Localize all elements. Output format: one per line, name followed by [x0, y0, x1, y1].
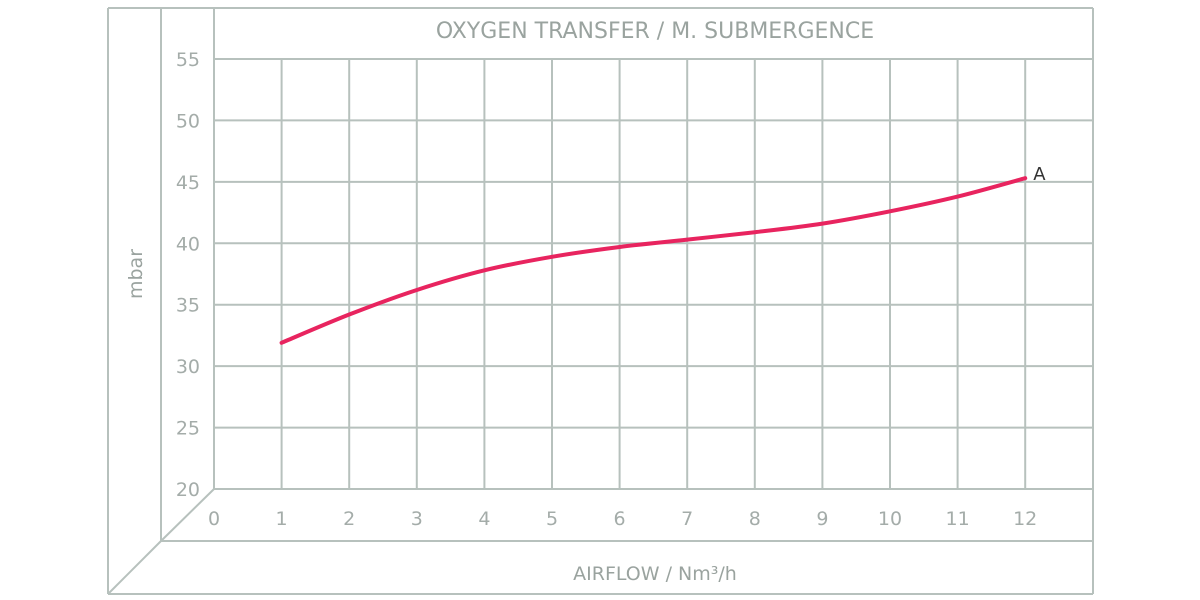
- svg-text:35: 35: [176, 295, 200, 317]
- svg-text:55: 55: [176, 49, 200, 71]
- grid-lines: [214, 58, 1093, 490]
- x-axis-ticks: 0 1 2 3 4 5 6 7 8 9 10 11 12: [208, 508, 1037, 530]
- x-axis-label: AIRFLOW / Nm³/h: [573, 563, 737, 585]
- svg-text:45: 45: [176, 172, 200, 194]
- series-label-a: A: [1033, 164, 1046, 185]
- y-axis-ticks: 20 25 30 35 40 45 50 55: [176, 49, 200, 501]
- y-axis-label: mbar: [125, 249, 147, 299]
- chart-frame: [107, 7, 1094, 595]
- svg-text:7: 7: [681, 508, 693, 530]
- svg-text:10: 10: [878, 508, 902, 530]
- svg-text:2: 2: [343, 508, 355, 530]
- svg-text:6: 6: [614, 508, 626, 530]
- svg-text:30: 30: [176, 356, 200, 378]
- svg-text:11: 11: [946, 508, 970, 530]
- svg-text:4: 4: [478, 508, 490, 530]
- svg-text:8: 8: [749, 508, 761, 530]
- svg-text:12: 12: [1013, 508, 1037, 530]
- series-line-a: [279, 176, 1028, 345]
- svg-text:50: 50: [176, 110, 200, 132]
- chart-title: OXYGEN TRANSFER / M. SUBMERGENCE: [436, 19, 874, 44]
- svg-text:25: 25: [176, 418, 200, 440]
- svg-text:3: 3: [411, 508, 423, 530]
- svg-text:1: 1: [276, 508, 288, 530]
- svg-text:9: 9: [816, 508, 828, 530]
- svg-text:20: 20: [176, 479, 200, 501]
- svg-text:40: 40: [176, 233, 200, 255]
- svg-text:0: 0: [208, 508, 220, 530]
- svg-text:5: 5: [546, 508, 558, 530]
